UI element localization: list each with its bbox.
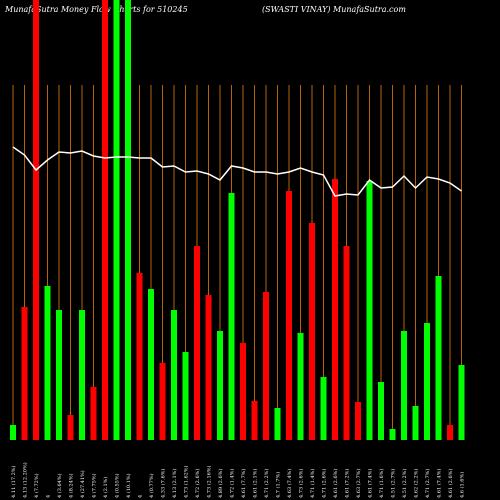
x-tick-label: 4.71 (1.4%) bbox=[309, 469, 316, 498]
bar bbox=[90, 387, 97, 440]
x-tick-label: 4 (7.75%) bbox=[91, 473, 98, 498]
x-tick-label: 4.61 (7.2%) bbox=[344, 469, 351, 498]
x-tick-label: 4 (0.55%) bbox=[114, 473, 121, 498]
bar bbox=[389, 429, 396, 440]
x-tick-label: 4.51 (2.2%) bbox=[401, 469, 408, 498]
x-tick-label: 4.63 (2.7%) bbox=[355, 469, 362, 498]
x-tick-label: 4.71 (2.7%) bbox=[424, 469, 431, 498]
chart-subtitle: (SWASTI VINAY) MunafaSutra.com bbox=[262, 5, 406, 14]
bar bbox=[447, 425, 453, 440]
x-tick-label: 4.63 (7.4%) bbox=[286, 469, 293, 498]
x-tick-label: 4.61 (7.4%) bbox=[367, 469, 374, 498]
x-tick-label: 4.33 (7.6%) bbox=[160, 469, 167, 498]
bar bbox=[102, 0, 108, 440]
x-tick-label: 4.61 (7.7%) bbox=[240, 469, 247, 498]
x-tick-label: 4.71 (1.6%) bbox=[378, 469, 385, 498]
bar bbox=[148, 289, 154, 440]
x-tick-label: 4.11 (17.2%) bbox=[10, 465, 17, 498]
bar bbox=[424, 323, 430, 440]
x-tick-label: 4.61 (2.6%) bbox=[447, 469, 454, 498]
money-flow-line bbox=[12, 146, 462, 197]
bar bbox=[251, 401, 258, 440]
bar bbox=[343, 246, 350, 440]
x-tick-label: 4 (3.64%) bbox=[56, 473, 63, 498]
bar bbox=[136, 273, 143, 440]
bar bbox=[435, 276, 442, 440]
x-tick-label: 4 (7.72%) bbox=[33, 473, 40, 498]
bar bbox=[240, 343, 246, 440]
x-tick-label: 4.72 (1.4%) bbox=[229, 469, 236, 498]
x-tick-label: 4.73 (2.16%) bbox=[206, 465, 213, 498]
x-tick-label: 4.62 (2.2%) bbox=[413, 469, 420, 498]
bar bbox=[263, 292, 269, 440]
bar bbox=[309, 223, 315, 440]
bar bbox=[171, 310, 177, 440]
bar bbox=[217, 331, 223, 440]
bar bbox=[297, 333, 304, 440]
bar bbox=[56, 310, 62, 440]
x-tick-label: 4.61 (2.1%) bbox=[252, 469, 259, 498]
x-tick-label: 4 (2.1%) bbox=[102, 477, 109, 498]
bar bbox=[21, 307, 28, 440]
bar bbox=[113, 0, 120, 440]
x-tick-label: 4.71 (2.2%) bbox=[263, 469, 270, 498]
x-tick-label: 4.89 (2.6%) bbox=[217, 469, 224, 498]
bar bbox=[79, 310, 85, 440]
x-tick-label: 4.13 (2.1%) bbox=[171, 469, 178, 498]
bar bbox=[159, 363, 166, 440]
x-tick-label: 4.6 (1.6%) bbox=[459, 472, 466, 498]
bar bbox=[458, 365, 465, 440]
bar bbox=[355, 402, 361, 440]
x-tick-label: 4.7 (1.7%) bbox=[275, 472, 282, 498]
bar bbox=[125, 0, 131, 440]
bar bbox=[182, 352, 189, 440]
x-tick-label: 4 (0.77%) bbox=[148, 473, 155, 498]
bar bbox=[378, 382, 384, 440]
bar bbox=[332, 179, 338, 440]
bar bbox=[366, 181, 373, 440]
x-tick-label: 4 (10.1%) bbox=[125, 473, 132, 498]
x-tick-label: 4.72 (2.6%) bbox=[194, 469, 201, 498]
bar bbox=[10, 425, 16, 440]
x-tick-label: 4.13 (12.20%) bbox=[22, 462, 29, 498]
chart-title: MunafaSutra Money Flow Charts for 510245 bbox=[4, 5, 188, 14]
x-tick-label: 4 bbox=[46, 495, 52, 498]
bar bbox=[33, 0, 39, 440]
bar bbox=[67, 415, 74, 440]
x-tick-label: 4.73 (1.62%) bbox=[183, 465, 190, 498]
x-tick-label: 4 (27.41%) bbox=[79, 470, 86, 498]
bar bbox=[194, 246, 200, 440]
x-tick-label: 4.61 (2.6%) bbox=[332, 469, 339, 498]
bar bbox=[412, 406, 419, 440]
x-tick-label: 4.71 (2.6%) bbox=[321, 469, 328, 498]
bar bbox=[274, 408, 281, 440]
bar bbox=[205, 295, 212, 440]
x-tick-label: 4.73 (2.6%) bbox=[298, 469, 305, 498]
bar bbox=[286, 191, 292, 440]
x-tick-label: 4 (8.24%) bbox=[68, 473, 75, 498]
x-tick-label: 4.61 (7.4%) bbox=[436, 469, 443, 498]
x-tick-label: 4 bbox=[138, 495, 144, 498]
bar bbox=[44, 286, 51, 440]
bar bbox=[401, 331, 407, 440]
bar bbox=[228, 193, 235, 440]
bar bbox=[320, 377, 327, 440]
x-tick-label: 4.51 (2.7%) bbox=[390, 469, 397, 498]
